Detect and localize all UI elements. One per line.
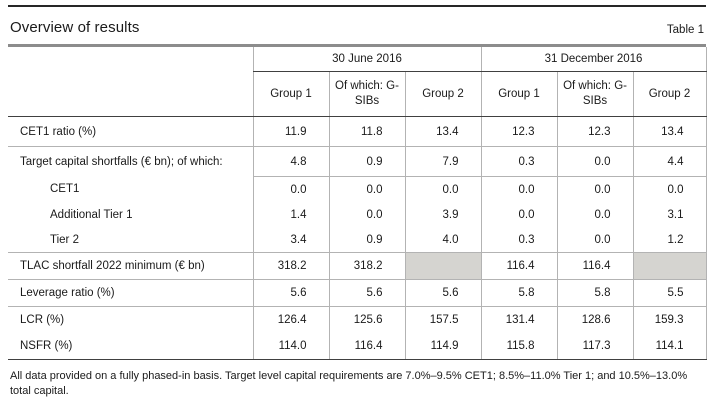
value-cell: 5.8 xyxy=(480,279,558,307)
value-cell: 0.9 xyxy=(328,227,405,253)
value-cell: 126.4 xyxy=(252,306,329,333)
value-cell: 116.4 xyxy=(480,252,558,280)
value-cell: 5.5 xyxy=(632,279,707,307)
column-header: Group 1 xyxy=(252,71,329,117)
row-label: NSFR (%) xyxy=(8,333,253,360)
page-title: Overview of results xyxy=(10,19,140,36)
footnote-text: All data provided on a fully phased-in b… xyxy=(10,370,688,398)
value-cell: 5.6 xyxy=(252,279,329,307)
table-row: TLAC shortfall 2022 minimum (€ bn) 318.2… xyxy=(8,252,707,280)
row-label: Additional Tier 1 xyxy=(50,208,133,221)
value-cell: 157.5 xyxy=(404,306,482,333)
value-cell: 318.2 xyxy=(328,252,405,280)
corner-cell xyxy=(8,47,253,117)
shaded-cell xyxy=(632,252,707,280)
row-label: CET1 xyxy=(50,183,80,196)
value-cell: 115.8 xyxy=(480,333,558,360)
value-cell: 125.6 xyxy=(328,306,405,333)
shaded-cell xyxy=(404,252,482,280)
results-table: 30 June 2016 31 December 2016 Group 1 Of… xyxy=(8,47,707,360)
value-cell: 0.0 xyxy=(556,146,634,177)
row-label: Tier 2 xyxy=(8,227,253,253)
value-cell: 318.2 xyxy=(252,252,329,280)
value-cell: 116.4 xyxy=(556,252,634,280)
table-row: Tier 2 3.4 0.9 4.0 0.3 0.0 1.2 xyxy=(8,227,707,253)
value-cell: 131.4 xyxy=(480,306,558,333)
row-label: CET1 ratio (%) xyxy=(8,116,253,147)
value-cell: 159.3 xyxy=(632,306,707,333)
value-cell: 0.0 xyxy=(480,202,558,227)
value-cell: 114.0 xyxy=(252,333,329,360)
value-cell: 0.3 xyxy=(480,146,558,177)
value-cell: 12.3 xyxy=(556,116,634,147)
top-rule xyxy=(8,5,706,7)
title-bar: Overview of results Table 1 xyxy=(8,7,706,44)
footnotes: All data provided on a fully phased-in b… xyxy=(8,360,706,401)
value-cell: 0.3 xyxy=(480,227,558,253)
value-cell: 4.0 xyxy=(404,227,482,253)
value-cell: 0.0 xyxy=(252,176,329,202)
column-header: Group 1 xyxy=(480,71,558,117)
row-label: Target capital shortfalls (€ bn); of whi… xyxy=(20,155,223,168)
value-cell: 11.8 xyxy=(328,116,405,147)
table-row: Leverage ratio (%) 5.6 5.6 5.6 5.8 5.8 5… xyxy=(8,279,707,307)
value-cell: 0.9 xyxy=(328,146,405,177)
table-number-label: Table 1 xyxy=(666,24,704,36)
table-row: CET1 ratio (%) 11.9 11.8 13.4 12.3 12.3 … xyxy=(8,116,707,147)
value-cell: 0.0 xyxy=(328,202,405,227)
value-cell: 3.1 xyxy=(632,202,707,227)
value-cell: 0.0 xyxy=(556,202,634,227)
table-row: Additional Tier 1 1.4 0.0 3.9 0.0 0.0 3.… xyxy=(8,202,707,227)
value-cell: 117.3 xyxy=(556,333,634,360)
value-cell: 0.0 xyxy=(632,176,707,202)
value-cell: 114.1 xyxy=(632,333,707,360)
column-header: Of which: G-SIBs xyxy=(328,71,405,117)
value-cell: 3.4 xyxy=(252,227,329,253)
column-header-row: Group 1 Of which: G-SIBs Group 2 Group 1… xyxy=(8,71,707,117)
value-cell: 11.9 xyxy=(252,116,329,147)
value-cell: 4.8 xyxy=(252,146,329,177)
value-cell: 0.0 xyxy=(556,227,634,253)
table-row: LCR (%) 126.4 125.6 157.5 131.4 128.6 15… xyxy=(8,306,707,333)
value-cell: 1.4 xyxy=(252,202,329,227)
column-header: Group 2 xyxy=(404,71,482,117)
value-cell: 3.9 xyxy=(404,202,482,227)
value-cell: 5.8 xyxy=(556,279,634,307)
table-row: CET1 0.0 0.0 0.0 0.0 0.0 0.0 xyxy=(8,176,707,202)
table-row: NSFR (%) 114.0 116.4 114.9 115.8 117.3 1… xyxy=(8,333,707,360)
value-cell: 13.4 xyxy=(632,116,707,147)
column-header: Of which: G-SIBs xyxy=(556,71,634,117)
value-cell: 114.9 xyxy=(404,333,482,360)
value-cell: 128.6 xyxy=(556,306,634,333)
value-cell: 12.3 xyxy=(480,116,558,147)
value-cell: 0.0 xyxy=(480,176,558,202)
value-cell: 5.6 xyxy=(328,279,405,307)
column-group-row: 30 June 2016 31 December 2016 xyxy=(8,47,707,117)
value-cell: 0.0 xyxy=(328,176,405,202)
value-cell: 5.6 xyxy=(404,279,482,307)
row-label: LCR (%) xyxy=(20,314,65,326)
value-cell: 4.4 xyxy=(632,146,707,177)
title-rule xyxy=(8,44,706,47)
value-cell: 0.0 xyxy=(404,176,482,202)
row-label: TLAC shortfall 2022 minimum (€ bn) xyxy=(8,252,253,280)
column-group-header: 31 December 2016 xyxy=(480,47,707,72)
value-cell: 7.9 xyxy=(404,146,482,177)
value-cell: 0.0 xyxy=(556,176,634,202)
column-group-header: 30 June 2016 xyxy=(252,47,482,72)
table-row: Target capital shortfalls (€ bn); of whi… xyxy=(8,146,707,177)
value-cell: 116.4 xyxy=(328,333,405,360)
value-cell: 13.4 xyxy=(404,116,482,147)
column-header: Group 2 xyxy=(632,71,707,117)
row-label: Leverage ratio (%) xyxy=(8,279,253,307)
value-cell: 1.2 xyxy=(632,227,707,253)
